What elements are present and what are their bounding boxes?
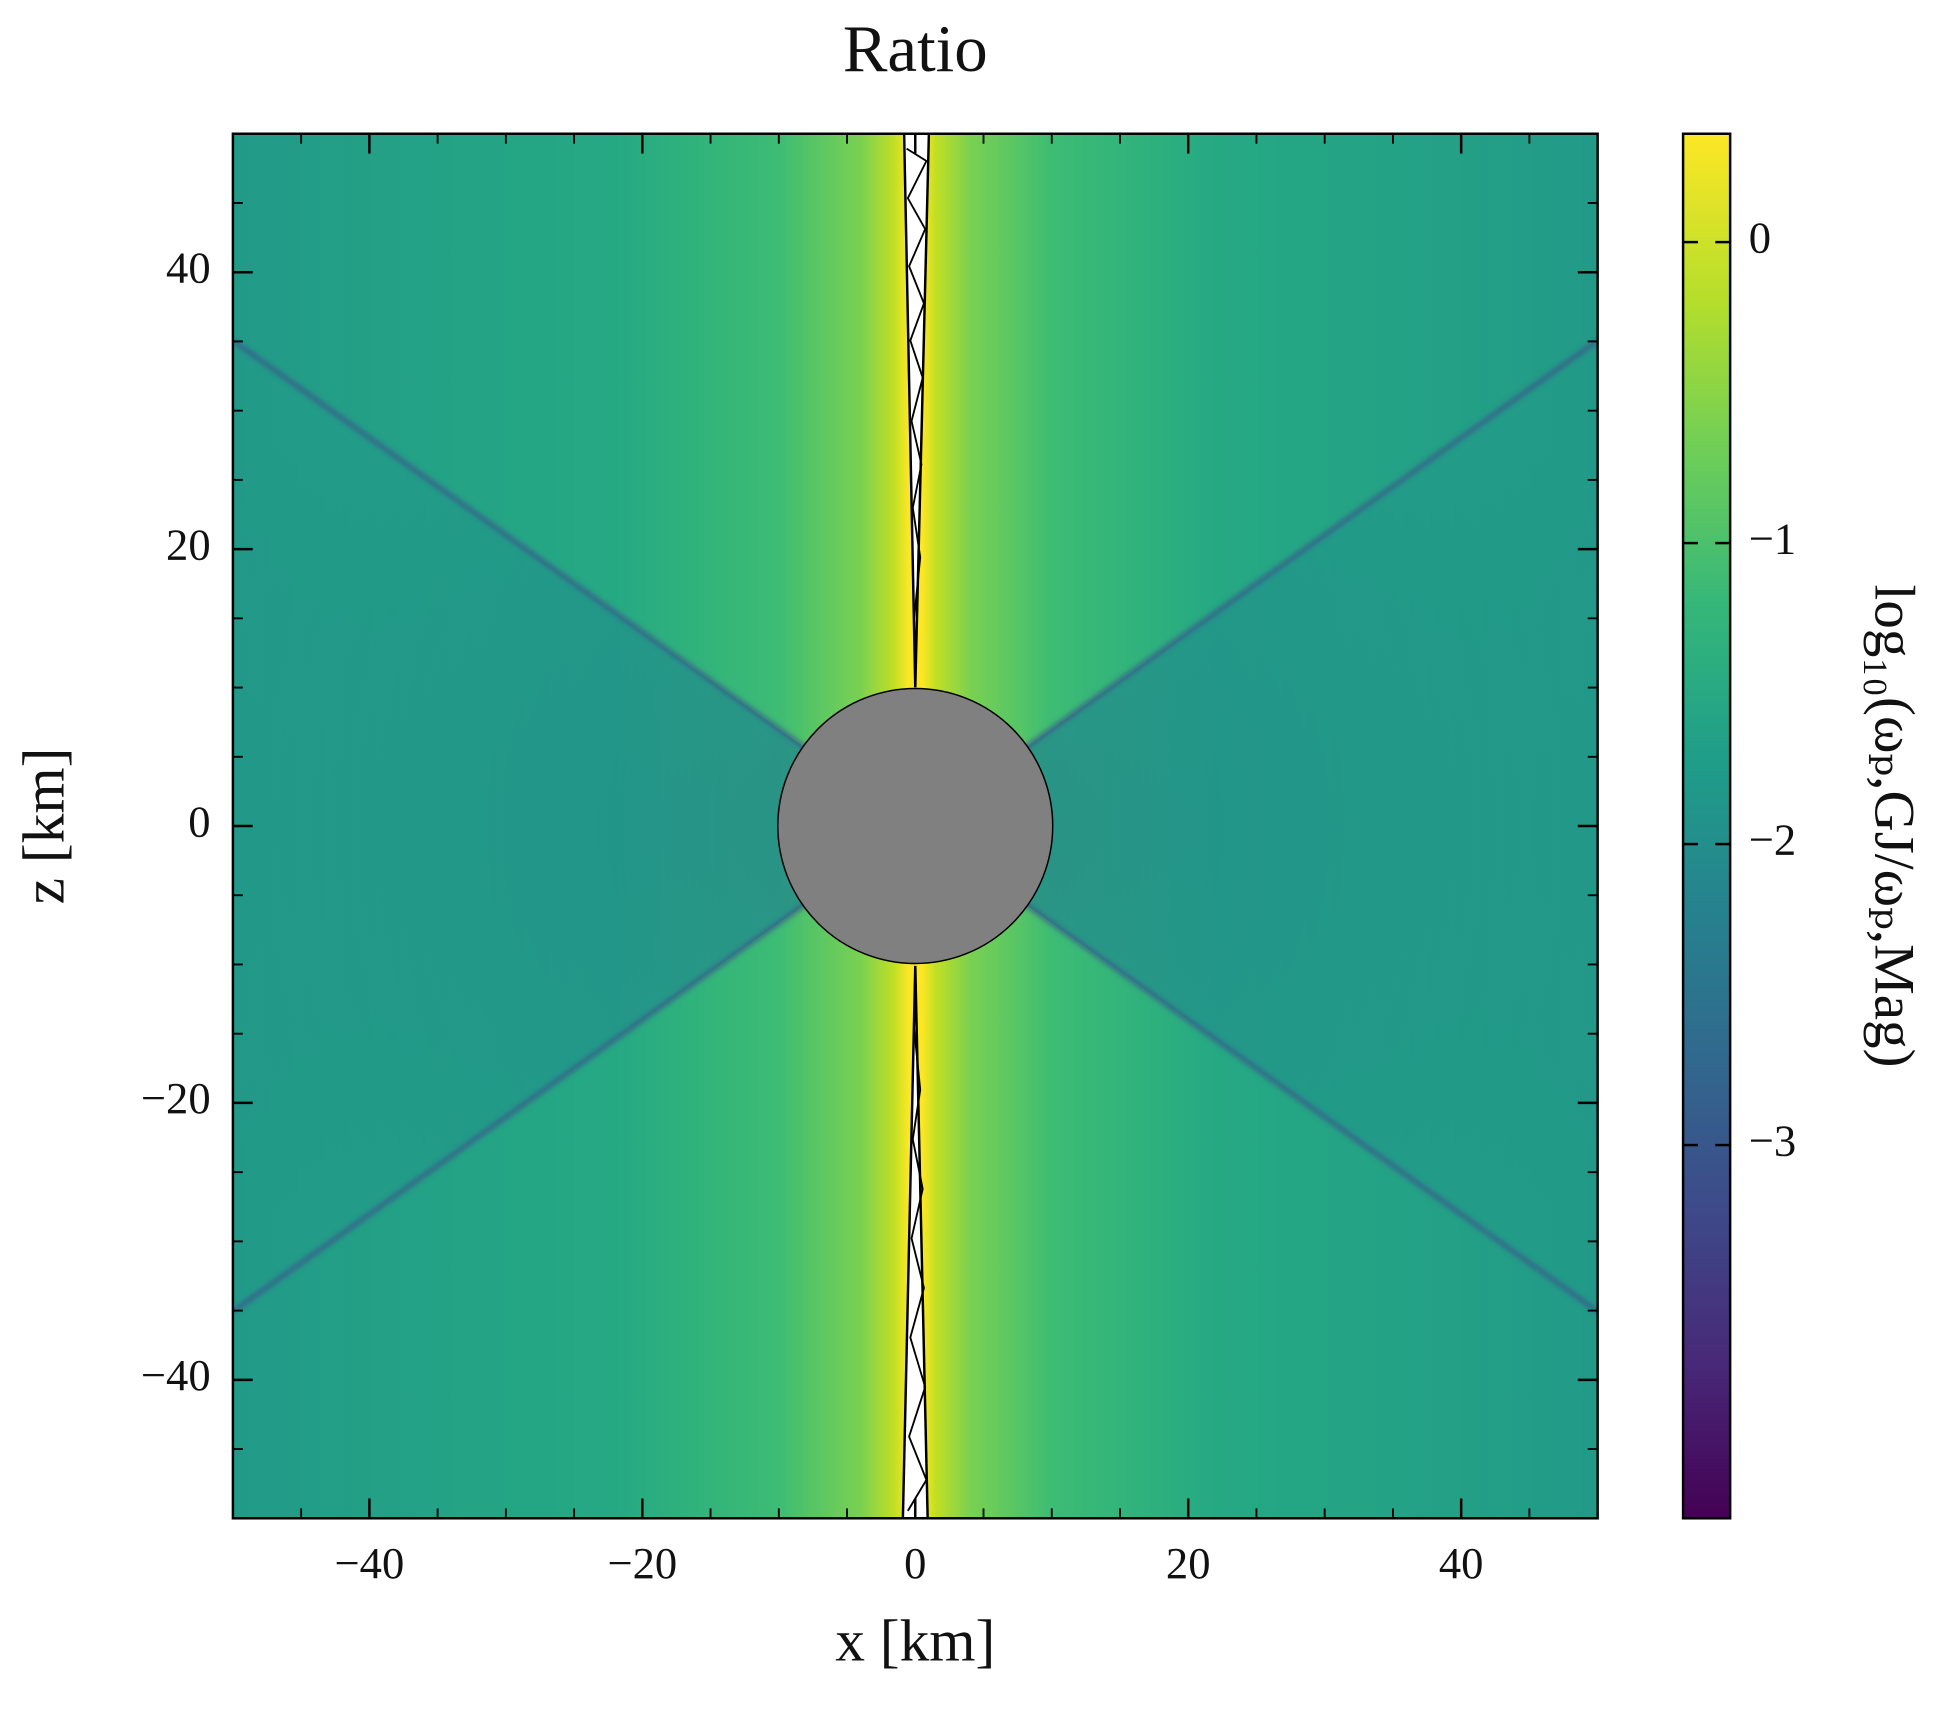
y-tick-label: −40 [141,1350,211,1400]
y-tick-label: −20 [141,1073,211,1123]
x-tick-label: 20 [1166,1538,1211,1588]
x-tick-label: −40 [335,1538,405,1588]
x-axis-label: x [km] [835,1608,995,1674]
y-tick-label: 0 [188,796,210,846]
colorbar-label: log₁₀(ωₚ,GJ/ωₚ,Mag) [1863,585,1926,1068]
colorbar-tick-label: −3 [1749,1115,1796,1165]
y-tick-label: 40 [166,242,211,292]
heatmap-field [232,133,1598,1519]
colorbar-tick-label: 0 [1749,212,1771,262]
x-tick-label: −20 [607,1538,677,1588]
star-disk [777,687,1054,965]
colorbar-tick-label: −2 [1749,814,1796,864]
colorbar-tick-label: −1 [1749,513,1796,563]
x-tick-label: 40 [1439,1538,1484,1588]
y-axis-label: z [km] [10,748,76,905]
y-tick-label: 20 [166,519,211,569]
chart-title: Ratio [843,12,988,86]
colorbar [1681,132,1732,1520]
x-tick-label: 0 [904,1538,926,1588]
